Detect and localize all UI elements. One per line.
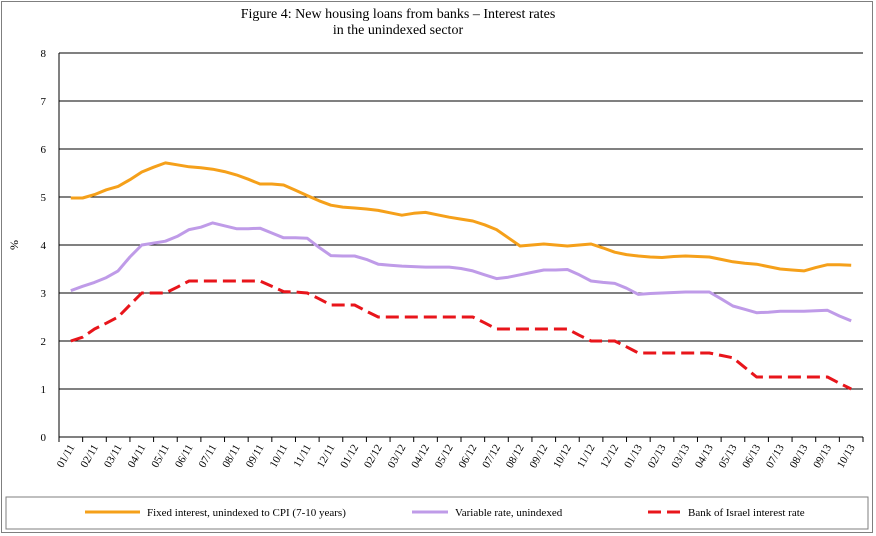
y-tick-label: 0 <box>41 432 47 444</box>
x-tick-label: 11/11 <box>291 443 314 470</box>
x-tick-labels: 01/11 02/11 03/11 04/11 05/11 06/11 07/11 08/11… <box>55 442 858 470</box>
legend-label-1: Fixed interest, unindexed to CPI (7-10 y… <box>147 507 346 519</box>
y-axis-label: % <box>7 240 21 250</box>
x-tick-label: 01/11 <box>55 443 78 470</box>
x-tick-label: 10/11 <box>268 443 291 470</box>
series-line-2 <box>70 221 852 323</box>
x-tick-label: 05/11 <box>149 443 172 470</box>
y-tick-labels: 0 1 2 3 4 5 6 7 8 <box>41 48 47 444</box>
legend: Fixed interest, unindexed to CPI (7-10 y… <box>85 507 805 519</box>
x-tick-label: 02/13 <box>646 442 669 470</box>
y-tick-label: 1 <box>41 384 47 396</box>
x-tick-label: 04/13 <box>693 442 716 470</box>
series-line-3 <box>70 279 852 391</box>
y-tick-label: 3 <box>41 288 47 300</box>
y-tick-label: 5 <box>41 192 47 204</box>
x-tick-label: 11/12 <box>575 443 598 470</box>
x-tick-label: 07/13 <box>764 442 787 470</box>
x-tick-label: 12/12 <box>598 443 621 471</box>
x-tick-label: 02/11 <box>78 443 101 470</box>
x-tick-label: 03/13 <box>669 442 692 470</box>
x-tick-label: 09/12 <box>527 443 550 471</box>
y-tick-label: 4 <box>41 240 47 252</box>
x-tick-label: 03/12 <box>386 443 409 471</box>
y-tick-label: 2 <box>41 336 47 348</box>
legend-label-3: Bank of Israel interest rate <box>688 507 805 519</box>
x-tick-label: 08/11 <box>220 443 243 470</box>
x-tick-label: 09/11 <box>244 443 267 470</box>
y-tick-label: 7 <box>41 96 47 108</box>
x-tick-label: 08/13 <box>788 442 811 470</box>
x-tick-label: 05/12 <box>433 443 456 471</box>
y-tick-label: 6 <box>41 144 47 156</box>
x-tick-label: 06/13 <box>740 442 763 470</box>
x-tick-label: 04/11 <box>126 443 149 470</box>
legend-box <box>5 496 869 530</box>
gridlines <box>58 52 864 442</box>
series-line-1 <box>70 161 852 273</box>
x-tick-label: 10/13 <box>835 442 858 470</box>
x-tick-label: 07/11 <box>197 443 220 470</box>
chart-title-line-2: in the unindexed sector <box>333 23 464 38</box>
legend-label-2: Variable rate, unindexed <box>455 507 563 519</box>
x-tick-label: 10/12 <box>551 443 574 471</box>
x-tick-label: 03/11 <box>102 443 125 470</box>
x-tick-label: 06/12 <box>456 443 479 471</box>
x-tick-label: 06/11 <box>173 443 196 470</box>
x-tick-label: 12/11 <box>315 443 338 470</box>
chart-title-line-1: Figure 4: New housing loans from banks –… <box>241 7 556 22</box>
y-tick-label: 8 <box>41 48 47 60</box>
x-tick-label: 07/12 <box>480 443 503 471</box>
x-tick-label: 01/12 <box>338 443 361 471</box>
series-layer <box>70 161 852 391</box>
x-tick-label: 05/13 <box>717 442 740 470</box>
x-tick-label: 04/12 <box>409 443 432 471</box>
x-tick-label: 09/13 <box>811 442 834 470</box>
x-tick-label: 01/13 <box>622 442 645 470</box>
x-tick-label: 08/12 <box>504 443 527 471</box>
x-tick-label: 02/12 <box>362 443 385 471</box>
